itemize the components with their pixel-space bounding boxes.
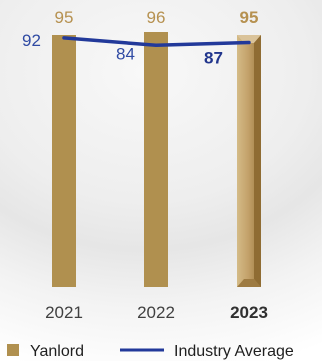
- line-group: 92 84 87: [22, 31, 251, 68]
- line-value-label-2021: 92: [22, 31, 41, 50]
- legend-industry-label: Industry Average: [174, 343, 294, 360]
- industry-average-line: [62, 36, 251, 48]
- bar-value-label-2023: 95: [240, 8, 259, 27]
- x-tick-2021: 2021: [45, 303, 83, 322]
- x-tick-2022: 2022: [137, 303, 175, 322]
- bars-group: 95 2021 96 2022 95 2023: [45, 8, 268, 322]
- x-tick-2023: 2023: [230, 303, 268, 322]
- line-value-label-2022: 84: [116, 44, 135, 63]
- bar-highlight-bottom-bevel: [237, 279, 261, 287]
- bar-value-label-2022: 96: [147, 8, 166, 27]
- bar-2021: [52, 35, 76, 287]
- legend-yanlord-swatch: [7, 344, 19, 356]
- bar-value-label-2021: 95: [55, 8, 74, 27]
- bar-2022: [144, 32, 168, 287]
- legend-yanlord-label: Yanlord: [30, 343, 84, 360]
- legend: Yanlord Industry Average: [7, 343, 294, 360]
- line-value-label-2023: 87: [204, 49, 223, 68]
- bar-highlight-right-bevel: [254, 35, 261, 287]
